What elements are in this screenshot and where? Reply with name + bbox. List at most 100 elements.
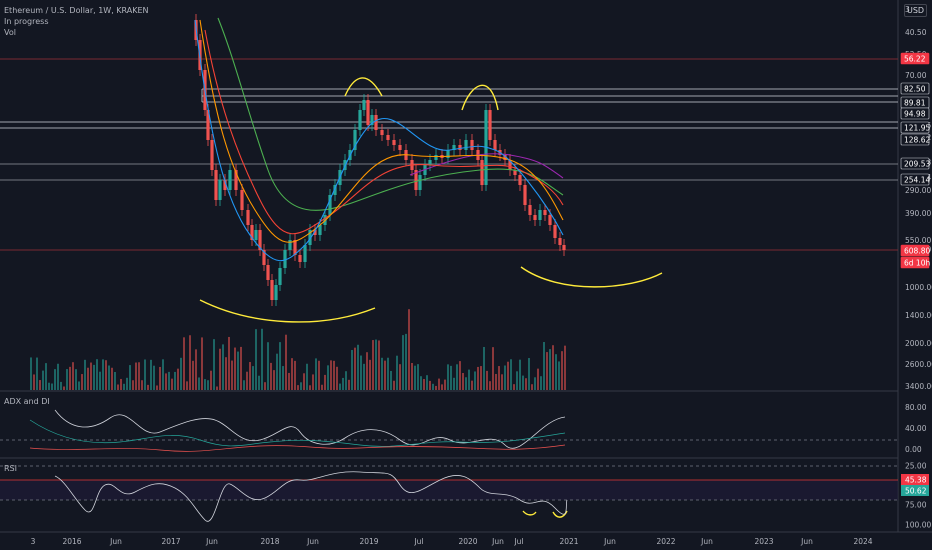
volume-bar (105, 360, 107, 390)
symbol-title[interactable]: Ethereum / U.S. Dollar, 1W, KRAKEN (4, 6, 149, 15)
time-tick-label: Jun (491, 537, 504, 546)
time-tick-label: 2017 (161, 537, 180, 546)
volume-bar (150, 359, 152, 390)
volume-bar (531, 384, 533, 390)
volume-bar (240, 346, 242, 390)
price-badge-label: 128.62 (904, 136, 930, 145)
adx-pane (0, 409, 898, 452)
volume-bar (228, 336, 230, 390)
volume-bar (231, 360, 233, 390)
volume-bar (510, 359, 512, 390)
adx-tick-label: 40.00 (905, 424, 927, 433)
volume-bar (390, 370, 392, 390)
volume-bar (141, 380, 143, 390)
time-tick-label: Jul (413, 537, 423, 546)
candle-body (470, 140, 474, 150)
price-tick-label: 390.00 (905, 209, 931, 218)
candle-body (218, 180, 222, 200)
candle-body (386, 135, 390, 140)
volume-bar (42, 370, 44, 390)
volume-bar (447, 364, 449, 390)
price-badge-box (900, 173, 930, 186)
price-tick-label: 3 (905, 5, 910, 14)
price-tick-label: 40.50 (905, 28, 927, 37)
volume-bar (540, 376, 542, 390)
price-badge-label: 89.81 (904, 99, 926, 108)
volume-bar (357, 344, 359, 390)
volume-bar (279, 342, 281, 390)
volume-bar (384, 360, 386, 390)
time-tick-label: Jul (513, 537, 523, 546)
volume-bar (147, 384, 149, 390)
adx-legend[interactable]: ADX and DI (4, 397, 50, 406)
currency-badge[interactable]: USD (904, 4, 928, 17)
annotation-arc-top-left (344, 77, 383, 97)
candle-body (493, 140, 497, 150)
volume-bar (273, 370, 275, 390)
rsi-tick-label: 50.62 (905, 487, 927, 496)
candle-body (488, 110, 492, 140)
volume-bar (408, 309, 410, 390)
adx-tick-label: 0.00 (905, 445, 922, 454)
price-tick-label: 70.00 (905, 71, 927, 80)
volume-bar (405, 333, 407, 390)
volume-bar (276, 353, 278, 390)
volume-bar (90, 362, 92, 390)
price-tick-label: 1000.00 (905, 283, 932, 292)
rsi-tick-label: 75.00 (905, 501, 927, 510)
volume-bar (219, 348, 221, 390)
annotation-rsi-mark-1 (522, 510, 537, 516)
rsi-legend[interactable]: RSI (4, 464, 17, 473)
adx-tick-label: 80.00 (905, 403, 927, 412)
candle-body (553, 225, 557, 238)
time-tick-label: Jun (603, 537, 616, 546)
volume-bar (435, 385, 437, 390)
volume-bar (201, 337, 203, 390)
volume-bar (78, 381, 80, 390)
rsi-tick-label: 100.00 (905, 521, 931, 530)
time-tick-label: Jun (205, 537, 218, 546)
price-badge-box (900, 256, 930, 269)
candle-body (258, 230, 262, 250)
volume-bar (375, 339, 377, 390)
volume-bar (108, 365, 110, 390)
volume-bar (177, 368, 179, 390)
volume-bar (414, 365, 416, 390)
volume-bar (363, 363, 365, 390)
candle-body (452, 145, 456, 150)
candle-body (508, 160, 512, 170)
candle-body (528, 205, 532, 215)
volume-label[interactable]: Vol (4, 28, 16, 37)
volume-bar (285, 334, 287, 390)
candle-body (414, 170, 418, 190)
candle-body (523, 185, 527, 205)
time-axis[interactable]: 3 2016 Jun 2017 Jun 2018 Jun 2019 Jul 2020 Jun Jul 2… (31, 537, 873, 546)
price-tick-label: 2600.00 (905, 360, 932, 369)
time-tick-label: 2024 (853, 537, 872, 546)
volume-bar (111, 367, 113, 390)
volume-bar (483, 346, 485, 390)
candle-body (428, 160, 432, 165)
volume-bar (327, 365, 329, 390)
volume-bar (171, 378, 173, 390)
time-tick-label: Jun (306, 537, 319, 546)
volume-bar (210, 370, 212, 390)
volume-bar (525, 378, 527, 390)
volume-bar (264, 382, 266, 390)
volume-bar (333, 360, 335, 390)
candle-body (313, 230, 317, 235)
volume-bar (324, 374, 326, 390)
time-tick-label: 3 (31, 537, 36, 546)
volume-bar (534, 377, 536, 390)
volume-bar (378, 340, 380, 390)
volume-bar (543, 342, 545, 390)
volume-bar (492, 347, 494, 390)
volume-bar (351, 349, 353, 390)
time-tick-label: 2016 (62, 537, 81, 546)
volume-bar (216, 386, 218, 390)
volume-bar (459, 361, 461, 390)
volume-bar (69, 366, 71, 390)
candle-body (358, 110, 362, 130)
volume-bar (186, 381, 188, 390)
